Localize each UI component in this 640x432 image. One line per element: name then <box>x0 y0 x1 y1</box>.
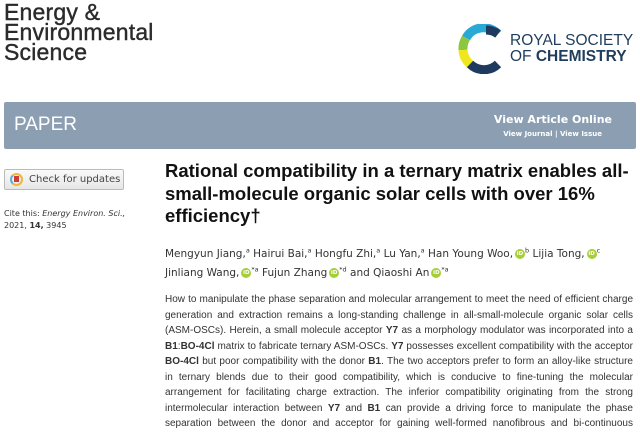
journal-name: Energy & Environmental Science <box>4 0 154 65</box>
author[interactable]: Lijia Tong, iD c <box>532 246 601 260</box>
affiliation-mark: *a <box>441 265 449 274</box>
affiliation-mark: a <box>307 246 312 254</box>
check-for-updates-button[interactable]: Check for updates <box>4 169 124 190</box>
abstract-text: can provide a driving force to manipulat… <box>380 402 633 414</box>
article-title: Rational compatibility in a ternary matr… <box>165 160 629 226</box>
abstract-text: intermolecular interaction between <box>165 402 328 414</box>
abstract-text: possesses excellent compatibility with t… <box>403 340 633 352</box>
affiliation-mark: c <box>596 246 601 254</box>
abstract-text: How to manipulate the phase separation a… <box>165 294 633 305</box>
compound-name: B1 <box>368 356 382 367</box>
publisher-line2: OF <box>510 48 536 65</box>
author-name: Mengyun Jiang, <box>165 247 246 260</box>
cite-journal: Energy Environ. Sci., <box>42 209 126 218</box>
journal-line: Environmental <box>4 19 154 45</box>
rsc-logo[interactable]: ROYAL SOCIETY OF CHEMISTRY <box>458 24 633 74</box>
rsc-c-logo-icon <box>458 24 502 74</box>
separator: | <box>552 130 560 138</box>
abstract-text: separation between the donor and accepto… <box>165 418 633 429</box>
cite-year: 2021, <box>4 221 27 230</box>
abstract-text: : <box>177 340 181 352</box>
compound-name: Y7 <box>327 402 341 414</box>
author[interactable]: Mengyun Jiang,a <box>165 246 250 260</box>
abstract-line: B1:BO-4Cl matrix to fabricate ternary AS… <box>165 339 633 355</box>
abstract-text: (ASM-OSCs). Herein, a small molecule acc… <box>165 325 386 336</box>
author[interactable]: Hairui Bai,a <box>253 246 312 260</box>
view-article-online-link[interactable]: View Article Online <box>493 113 612 126</box>
affiliation-mark: b <box>525 246 530 254</box>
author[interactable]: Hongfu Zhi,a <box>314 246 381 260</box>
affiliation-mark: a <box>376 246 381 254</box>
author-name: Hongfu Zhi, <box>314 247 377 260</box>
abstract-text: in ternary blends due to their good comp… <box>165 371 633 383</box>
abstract-text: as a morphology modulator was incorporat… <box>398 325 633 336</box>
compound-name: BO-4Cl <box>180 340 215 352</box>
abstract-line: BO-4Cl but poor compatibility with the d… <box>165 354 633 370</box>
compound-name: Y7 <box>385 325 399 336</box>
author[interactable]: Fujun Zhang iD *d <box>261 265 347 280</box>
journal-line: Energy & <box>4 0 101 25</box>
author[interactable]: Lu Yan,a <box>383 246 425 260</box>
publisher-line1: ROYAL SOCIETY <box>510 32 634 49</box>
abstract-line: generation and extraction remains a long… <box>165 308 633 324</box>
author[interactable]: Han Young Woo, iD b <box>428 246 530 260</box>
abstract: How to manipulate the phase separation a… <box>165 292 633 432</box>
check-for-updates-label: Check for updates <box>29 174 121 185</box>
orcid-icon[interactable]: iD <box>515 248 526 259</box>
abstract-text: generation and extraction remains a long… <box>165 309 633 321</box>
cite-page: 3945 <box>46 221 67 230</box>
author-name: Jinliang Wang, <box>165 267 240 279</box>
orcid-icon[interactable]: iD <box>431 268 442 278</box>
orcid-icon[interactable]: iD <box>329 268 340 278</box>
author-name: Lijia Tong, <box>532 247 585 260</box>
author[interactable]: and Qiaoshi An iD *a <box>350 265 449 280</box>
affiliation-mark: *a <box>251 265 259 274</box>
abstract-line: in ternary blends due to their good comp… <box>165 370 633 386</box>
cite-label: Cite this: <box>4 209 40 218</box>
abstract-line: intermolecular interaction between Y7 an… <box>165 401 633 417</box>
citation: Cite this: Energy Environ. Sci., 2021, 1… <box>4 208 125 232</box>
compound-name: B1 <box>367 402 381 414</box>
abstract-line: How to manipulate the phase separation a… <box>165 292 633 308</box>
author-name: Han Young Woo, <box>428 247 514 260</box>
author-name: Fujun Zhang <box>261 267 328 279</box>
abstract-text: . The two acceptors prefer to form an al… <box>381 356 633 367</box>
author-name: Hairui Bai, <box>253 247 308 260</box>
crossmark-icon <box>10 173 23 186</box>
author-list: Mengyun Jiang,a Hairui Bai,a Hongfu Zhi,… <box>165 242 635 281</box>
article-type: PAPER <box>14 114 78 135</box>
abstract-text: but poor compatibility with the donor <box>198 356 369 367</box>
affiliation-mark: a <box>420 246 425 254</box>
author[interactable]: Jinliang Wang, iD *a <box>165 265 259 280</box>
article-type-banner: PAPER View Article Online View Journal |… <box>4 102 636 149</box>
compound-name: BO-4Cl <box>165 356 199 367</box>
author-name: and Qiaoshi An <box>350 267 430 279</box>
publisher-line2-bold: CHEMISTRY <box>535 48 627 65</box>
abstract-line: (ASM-OSCs). Herein, a small molecule acc… <box>165 323 633 339</box>
abstract-text: matrix to fabricate ternary ASM-OSCs. <box>214 340 392 352</box>
abstract-line: arrangement for facilitating charge extr… <box>165 385 633 401</box>
view-issue-link[interactable]: View Issue <box>559 130 602 138</box>
compound-name: Y7 <box>391 340 404 352</box>
affiliation-mark: *d <box>339 265 347 274</box>
abstract-line: separation between the donor and accepto… <box>165 416 633 432</box>
cite-volume: 14, <box>29 221 44 230</box>
view-journal-link[interactable]: View Journal <box>503 130 553 138</box>
author-name: Lu Yan, <box>383 247 421 260</box>
compound-name: B1 <box>165 340 178 352</box>
orcid-icon[interactable]: iD <box>586 248 597 259</box>
journal-line: Science <box>4 39 88 65</box>
orcid-icon[interactable]: iD <box>241 268 252 278</box>
abstract-text: arrangement for facilitating charge extr… <box>165 387 633 398</box>
abstract-text: and <box>340 402 368 414</box>
affiliation-mark: a <box>245 246 250 254</box>
